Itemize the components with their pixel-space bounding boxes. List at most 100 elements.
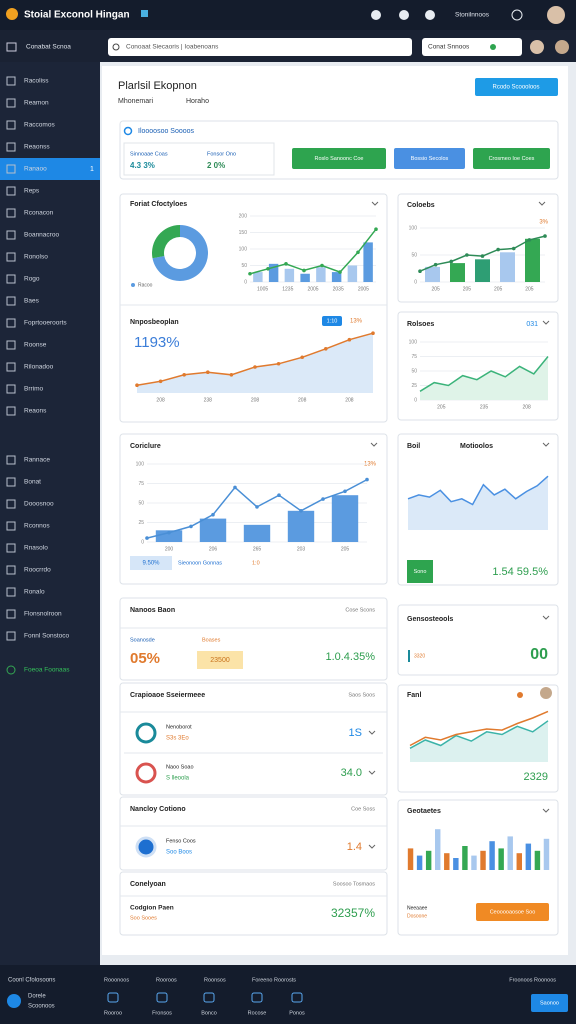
nav-label[interactable]: Rooroo — [104, 1010, 122, 1016]
item-detail: S3s 3Eo — [166, 736, 189, 742]
point — [302, 268, 306, 273]
nav-item[interactable]: Raccomos — [24, 122, 55, 129]
chevron[interactable] — [542, 320, 550, 325]
legend-dot — [131, 283, 135, 287]
nav-item[interactable]: Rconacon — [24, 210, 54, 217]
nav-item[interactable]: Rnasolo — [24, 545, 48, 552]
item-icon — [135, 762, 157, 784]
chevron[interactable] — [542, 442, 550, 447]
icon-button[interactable] — [425, 10, 435, 20]
nav-item[interactable]: Roonse — [24, 342, 47, 349]
change-label: 13% — [350, 319, 363, 325]
nav-item[interactable]: Reps — [24, 188, 40, 195]
search-box[interactable] — [108, 38, 412, 56]
nav-item[interactable]: Roocrrdo — [24, 567, 51, 574]
nav-item[interactable]: Foeoa Foonaas — [24, 667, 70, 674]
nav-item[interactable]: Rconnos — [24, 523, 50, 530]
date-label: Saos Soos — [348, 692, 375, 698]
nav-item[interactable]: Reaons — [24, 408, 47, 415]
nav-item[interactable]: Reaonss — [24, 144, 50, 151]
avatar[interactable] — [530, 40, 544, 54]
metric-label: 3320 — [414, 653, 425, 659]
tab[interactable]: Foreeno Roorosts — [252, 977, 296, 983]
nav-label[interactable]: Ponos — [289, 1010, 305, 1016]
nav-icon — [6, 384, 16, 394]
item-value: 34.0 — [341, 767, 362, 779]
point — [248, 271, 252, 276]
avatar[interactable] — [547, 6, 565, 24]
action-button[interactable] — [473, 148, 550, 169]
nav-label[interactable]: Rocose — [248, 1010, 267, 1016]
search-placeholder: Conoaat Siecaoris | Ioabenoans — [126, 44, 219, 51]
tab[interactable]: Rooonoos — [104, 977, 129, 983]
avatar[interactable] — [555, 40, 569, 54]
highlight-box — [197, 651, 243, 669]
chevron[interactable] — [368, 730, 376, 735]
account-name[interactable]: Stonilnnoos — [455, 12, 490, 19]
x-tick-label: 205 — [431, 286, 440, 292]
nav-item[interactable]: Bonat — [24, 479, 41, 486]
icon-button[interactable] — [371, 10, 381, 20]
indicator — [408, 650, 410, 662]
nav-icon — [6, 186, 16, 196]
point — [449, 259, 454, 264]
nav-label[interactable]: Bonco — [201, 1010, 217, 1016]
kpi-value: 1.0.4.35% — [325, 651, 375, 663]
filter-box[interactable] — [422, 38, 522, 56]
x-tick-label: 203 — [297, 546, 306, 552]
tab[interactable]: Rooroos — [156, 977, 177, 983]
tab[interactable]: Roonsos — [204, 977, 226, 983]
date-label: Coe Soss — [351, 806, 375, 812]
point — [277, 493, 281, 498]
nav-item[interactable]: Foprtooeroorts — [24, 320, 67, 327]
nav-label[interactable]: Fronsos — [152, 1010, 172, 1016]
kpi-value: 1.54 59.5% — [492, 566, 548, 578]
nav-icon — [6, 142, 16, 152]
nav-item[interactable]: Brrimo — [24, 386, 44, 393]
x-tick-label: 205 — [463, 286, 472, 292]
sidebar — [0, 62, 100, 965]
nav-item[interactable]: Boannacroo — [24, 232, 59, 239]
card-title: Motioolos — [460, 443, 493, 450]
chevron[interactable] — [538, 201, 546, 206]
primary-button[interactable] — [475, 78, 558, 96]
action-button[interactable] — [476, 903, 549, 921]
icon-button[interactable] — [399, 10, 409, 20]
legend-label: Neeaaee — [407, 905, 428, 911]
nav-item[interactable]: Rannace — [24, 457, 50, 464]
primary-button[interactable] — [531, 994, 568, 1012]
action-button[interactable] — [292, 148, 386, 169]
icon-button[interactable] — [511, 9, 523, 21]
button-label: Rcodo Scoooloos — [492, 85, 539, 91]
nav-item[interactable]: Rilonadoo — [24, 364, 54, 371]
chevron[interactable] — [542, 615, 550, 620]
chevron[interactable] — [368, 844, 376, 849]
nav-item[interactable]: Fonnl Sonstoco — [24, 633, 70, 640]
bar — [444, 853, 450, 870]
x-tick-label: 238 — [204, 397, 213, 403]
point — [324, 347, 328, 351]
bar — [199, 518, 227, 542]
action-button[interactable] — [394, 148, 465, 169]
nav-icon — [6, 665, 16, 675]
chevron[interactable] — [371, 201, 379, 206]
nav-item[interactable]: Racoliss — [24, 78, 49, 85]
card-title: Crapioaoe Sseiermeee — [130, 692, 205, 699]
filter-label: Conat Snnoos — [428, 44, 470, 51]
point — [299, 509, 303, 513]
chevron[interactable] — [542, 808, 550, 813]
nav-item[interactable]: Rogo — [24, 276, 40, 283]
metric-label: Codgion Paen — [130, 905, 174, 912]
nav-item[interactable]: Dooosnoo — [24, 501, 54, 508]
chevron[interactable] — [370, 442, 378, 447]
bar — [331, 272, 342, 282]
nav-item[interactable]: Reamon — [24, 100, 49, 107]
chevron[interactable] — [368, 770, 376, 775]
point — [356, 250, 360, 255]
nav-item[interactable]: Baes — [24, 298, 40, 305]
footer-link[interactable]: Froonoos Roonoos — [509, 977, 556, 983]
nav-item[interactable]: Flonsnolroon — [24, 611, 62, 618]
nav-item[interactable]: Ronalo — [24, 589, 45, 596]
nav-item[interactable]: Ranaoo — [24, 166, 47, 173]
nav-item[interactable]: Ronolso — [24, 254, 48, 261]
